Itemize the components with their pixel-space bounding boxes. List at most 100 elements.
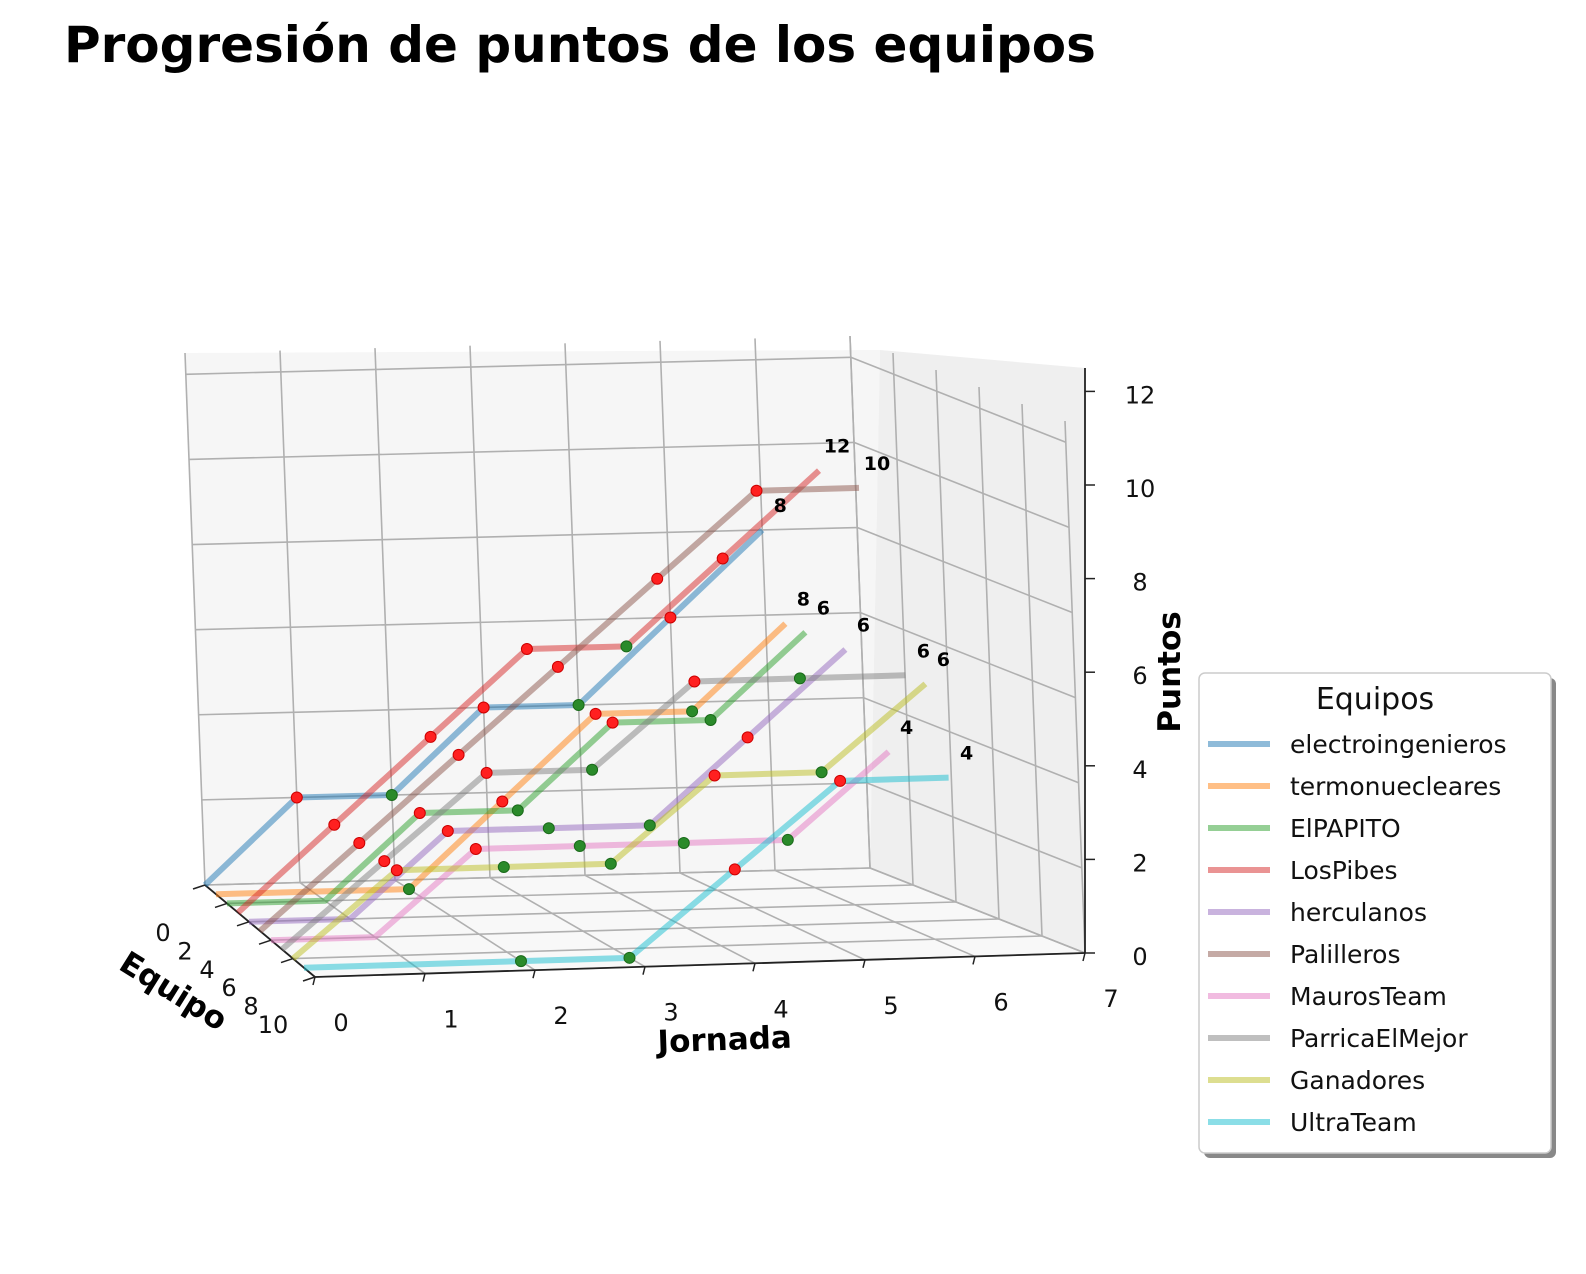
axes-panes (185, 350, 1085, 977)
x-tick-label: 6 (993, 988, 1008, 1016)
point-marker (750, 484, 763, 497)
point-marker (688, 675, 701, 688)
grid-side-vertical (978, 386, 1000, 920)
grid-side-horizontal (856, 526, 1073, 614)
point-marker (290, 791, 303, 804)
grid-floor-x (584, 874, 756, 964)
grid-side-vertical (1064, 420, 1086, 954)
x-tick-mark (642, 966, 646, 975)
grid-side-vertical (892, 352, 914, 886)
grid-back-horizontal (192, 526, 858, 546)
point-marker (353, 836, 366, 849)
legend-items: electroingenieros termonuecleares ElPAPITO… (1208, 730, 1507, 1137)
final-value-label: 10 (864, 453, 890, 475)
point-marker (413, 807, 426, 820)
x-tick-label: 0 (333, 1009, 348, 1037)
y-tick-label: 10 (258, 1011, 289, 1039)
point-marker (623, 951, 636, 964)
point-marker (573, 839, 586, 852)
point-marker (452, 748, 465, 761)
point-marker (708, 769, 721, 782)
legend-label: ParricaElMejor (1290, 1024, 1468, 1053)
grid-floor-x (774, 869, 976, 958)
legend-label: LosPibes (1290, 856, 1398, 885)
final-value-label: 4 (900, 717, 913, 739)
grid-back-horizontal (188, 441, 855, 461)
grid-side-horizontal (850, 356, 1067, 444)
point-marker (716, 552, 729, 565)
y-tick-label: 0 (155, 919, 170, 947)
final-value-label: 6 (817, 597, 830, 619)
y-tick-label: 8 (243, 993, 258, 1021)
legend-label: herculanos (1290, 898, 1427, 927)
x-tick-label: 5 (883, 992, 898, 1020)
x-tick-label: 4 (773, 995, 788, 1023)
grid-side-vertical (935, 369, 957, 903)
x-tick-mark (312, 976, 316, 986)
legend-label: termonuecleares (1290, 772, 1501, 801)
z-tick-label: 0 (1132, 943, 1147, 971)
x-tick-mark (422, 973, 426, 982)
y-tick-mark (258, 939, 272, 945)
point-marker (542, 822, 555, 835)
point-marker (686, 705, 699, 718)
point-marker (728, 863, 741, 876)
point-marker (511, 804, 524, 817)
y-tick-label: 4 (199, 956, 214, 984)
point-marker (620, 640, 633, 653)
point-marker (781, 833, 794, 846)
z-tick-label: 12 (1125, 381, 1156, 409)
point-marker (378, 855, 391, 868)
y-tick-mark (280, 957, 294, 964)
z-tick-label: 6 (1132, 662, 1147, 690)
x-tick-mark (752, 963, 756, 972)
x-tick-mark (972, 956, 976, 965)
point-marker (589, 707, 602, 720)
grid-back-vertical (564, 343, 586, 876)
legend-box (1198, 672, 1552, 1154)
legend-label: ElPAPITO (1290, 814, 1401, 843)
point-marker (834, 774, 847, 787)
grid-floor-y (292, 935, 1043, 960)
final-value-label: 12 (824, 436, 850, 458)
grid-floor-y (270, 918, 1000, 941)
point-marker (815, 766, 828, 779)
point-marker (328, 818, 341, 831)
grid-side-vertical (1021, 403, 1043, 937)
grid-back-vertical (184, 352, 206, 886)
x-tick-mark (1082, 952, 1086, 962)
point-marker (704, 714, 717, 727)
z-tick-label: 4 (1132, 756, 1147, 784)
point-marker (424, 730, 437, 743)
x-tick-label: 2 (553, 1002, 568, 1030)
grid-floor-x (489, 877, 646, 968)
x-tick-label: 3 (663, 999, 678, 1027)
point-marker (793, 672, 806, 685)
final-value-label: 6 (917, 640, 930, 662)
point-marker (606, 716, 619, 729)
point-marker (677, 836, 690, 849)
point-marker (572, 699, 585, 712)
y-tick-mark (236, 921, 250, 927)
z-tick-label: 10 (1125, 475, 1156, 503)
point-marker (385, 789, 398, 802)
point-marker (664, 611, 677, 624)
point-marker (551, 660, 564, 673)
side-pane (870, 350, 1085, 953)
z-axis-label: Puntos (1152, 611, 1188, 732)
point-marker (651, 572, 664, 585)
grid-back-horizontal (185, 356, 851, 376)
point-marker (520, 643, 533, 656)
grid-floor-x (299, 881, 426, 975)
final-value-label: 8 (774, 495, 787, 517)
point-marker (586, 763, 599, 776)
y-tick-mark (214, 902, 228, 909)
x-tick-mark (862, 959, 866, 969)
legend-label: Ganadores (1290, 1066, 1425, 1095)
final-value-label: 4 (960, 743, 973, 765)
point-marker (469, 843, 482, 856)
legend-title: Equipos (1316, 682, 1434, 717)
grid-side-horizontal (863, 697, 1079, 784)
